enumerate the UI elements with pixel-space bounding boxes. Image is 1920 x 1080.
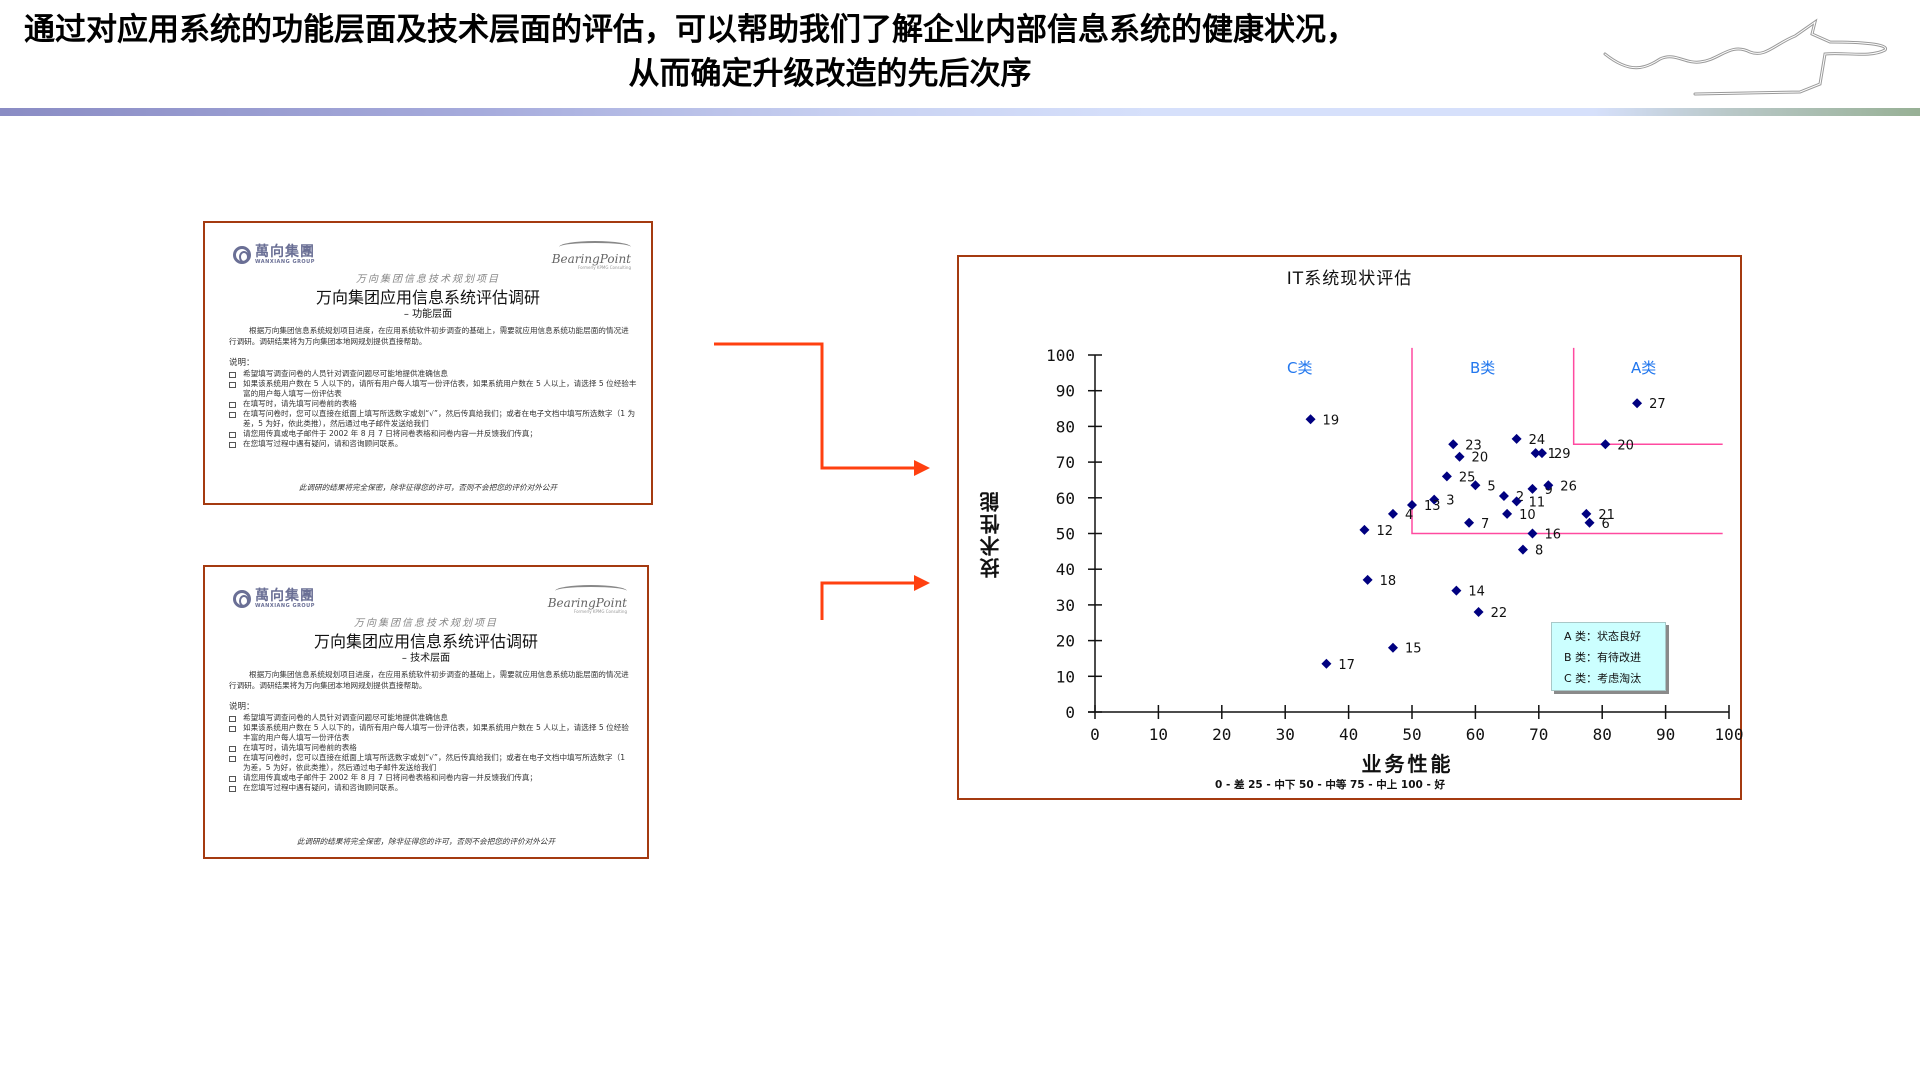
wanxiang-logo-cn: 萬向集團: [255, 588, 315, 604]
note-item: 请您用传真或电子邮件于 2002 年 8 月 7 日将问卷表格和问卷内容一并反馈…: [229, 429, 637, 439]
note-item: 在您填写过程中遇有疑问，请和咨询顾问联系。: [229, 783, 633, 793]
category-label-c: C类: [1287, 359, 1313, 377]
category-label-a: A类: [1631, 359, 1657, 377]
bearingpoint-sub: Formerly KPMG Consulting: [573, 609, 627, 614]
notes-heading: 说明：: [229, 702, 255, 712]
note-item: 希望填写调查问卷的人员针对调查问题尽可能地提供准确信息: [229, 713, 633, 723]
document-title: 万向集团应用信息系统评估调研: [315, 288, 540, 307]
x-axis-label: 业务性能: [1361, 752, 1454, 776]
wanxiang-logo-en: WANXIANG GROUP: [255, 259, 315, 265]
note-item: 在填写问卷时，您可以直接在纸面上填写所选数字或划“√”，然后传真给我们；或者在电…: [229, 409, 637, 429]
notes-list: 希望填写调查问卷的人员针对调查问题尽可能地提供准确信息 如果该系统用户数在 5 …: [229, 369, 637, 449]
slide-title: 通过对应用系统的功能层面及技术层面的评估，可以帮助我们了解企业内部信息系统的健康…: [0, 8, 1660, 96]
category-label-b: B类: [1470, 359, 1496, 377]
confidentiality-note: 此调研的结果将完全保密，除非征得您的许可，否则不会把您的评价对外公开: [296, 837, 556, 846]
legend-item-b: B 类：有待改进: [1564, 651, 1642, 664]
confidentiality-note: 此调研的结果将完全保密，除非征得您的许可，否则不会把您的评价对外公开: [298, 483, 558, 492]
bearingpoint-arc-icon: [559, 241, 631, 253]
note-item: 希望填写调查问卷的人员针对调查问题尽可能地提供准确信息: [229, 369, 637, 379]
signature-logo-icon: [1603, 18, 1887, 96]
bearingpoint-arc-icon: [555, 585, 627, 597]
slide-title-line-2: 从而确定升级改造的先后次序: [628, 56, 1032, 92]
document-intro: 根据万向集团信息系统规划项目进度，在应用系统软件初步调查的基础上，需要就应用信息…: [229, 326, 629, 346]
notes-heading: 说明：: [229, 358, 255, 368]
project-name: 万向集团信息技术规划项目: [354, 618, 498, 629]
arrow-right-icon: [714, 342, 930, 476]
note-item: 在填写问卷时，您可以直接在纸面上填写所选数字或划“√”，然后传真给我们；或者在电…: [229, 753, 633, 773]
connector-arrows: [714, 342, 930, 620]
wanxiang-logo-en: WANXIANG GROUP: [255, 603, 315, 609]
slide-title-line-1: 通过对应用系统的功能层面及技术层面的评估，可以帮助我们了解企业内部信息系统的健康…: [24, 12, 1357, 48]
note-item: 如果该系统用户数在 5 人以下的，请所有用户每人填写一份评估表，如果系统用户数在…: [229, 723, 633, 743]
note-item: 在填写时，请先填写问卷前的表格: [229, 399, 637, 409]
wanxiang-logo: 萬向集團 WANXIANG GROUP: [233, 245, 315, 265]
notes-list: 希望填写调查问卷的人员针对调查问题尽可能地提供准确信息 如果该系统用户数在 5 …: [229, 713, 633, 793]
bearingpoint-name: BearingPoint: [551, 252, 631, 266]
project-name: 万向集团信息技术规划项目: [356, 274, 500, 285]
document-subtitle: – 功能层面: [403, 309, 453, 320]
chart-title: IT系统现状评估: [1286, 269, 1413, 289]
bearingpoint-name: BearingPoint: [547, 596, 627, 610]
chart-legend: A 类：状态良好 B 类：有待改进 C 类：考虑淘汰: [1551, 622, 1666, 691]
survey-document-technical: 萬向集團 WANXIANG GROUP BearingPoint Formerl…: [203, 565, 649, 859]
wanxiang-logo-icon: [233, 246, 251, 264]
bearingpoint-logo: BearingPoint Formerly KPMG Consulting: [537, 585, 627, 614]
document-subtitle: – 技术层面: [401, 653, 451, 664]
wanxiang-logo-cn: 萬向集團: [255, 244, 315, 260]
note-item: 在填写时，请先填写问卷前的表格: [229, 743, 633, 753]
y-axis-label: 技术性能: [979, 490, 1003, 578]
bearingpoint-logo: BearingPoint Formerly KPMG Consulting: [541, 241, 631, 270]
note-item: 请您用传真或电子邮件于 2002 年 8 月 7 日将问卷表格和问卷内容一并反馈…: [229, 773, 633, 783]
wanxiang-logo: 萬向集團 WANXIANG GROUP: [233, 589, 315, 609]
document-intro: 根据万向集团信息系统规划项目进度，在应用系统软件初步调查的基础上，需要就应用信息…: [229, 670, 629, 690]
legend-item-a: A 类：状态良好: [1564, 630, 1642, 643]
note-item: 如果该系统用户数在 5 人以下的，请所有用户每人填写一份评估表，如果系统用户数在…: [229, 379, 637, 399]
arrow-right-icon: [820, 575, 930, 620]
chart-frame: [957, 255, 1742, 800]
survey-document-functional: 萬向集團 WANXIANG GROUP BearingPoint Formerl…: [203, 221, 653, 505]
legend-item-c: C 类：考虑淘汰: [1564, 672, 1642, 685]
bearingpoint-sub: Formerly KPMG Consulting: [577, 265, 631, 270]
note-item: 在您填写过程中遇有疑问，请和咨询顾问联系。: [229, 439, 637, 449]
title-divider-bar: [0, 108, 1920, 116]
scale-note: 0 - 差 25 - 中下 50 - 中等 75 - 中上 100 - 好: [1214, 779, 1446, 791]
document-title: 万向集团应用信息系统评估调研: [313, 632, 538, 651]
wanxiang-logo-icon: [233, 590, 251, 608]
